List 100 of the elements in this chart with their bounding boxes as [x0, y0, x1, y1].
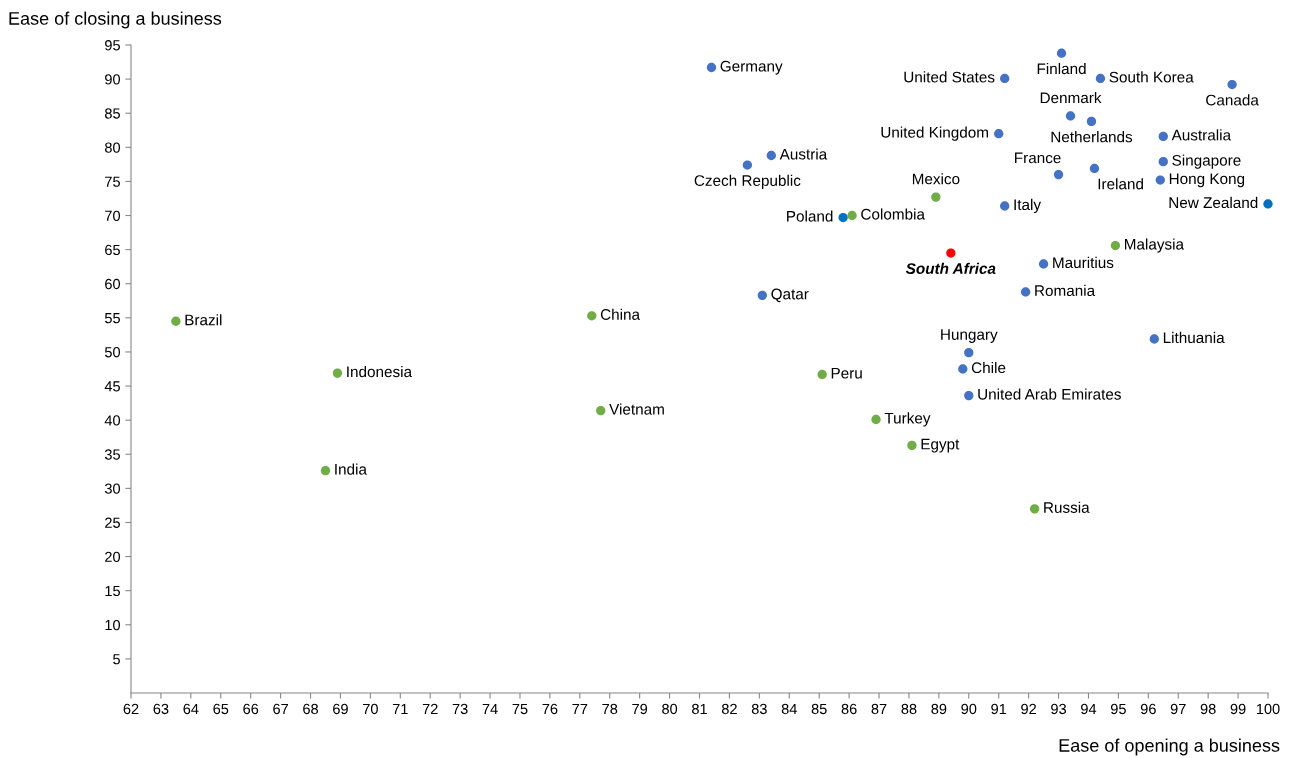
annotation: Indonesia: [347, 365, 413, 378]
point: [1056, 48, 1067, 58]
x-tick-label: 69: [333, 703, 348, 715]
point: [1158, 156, 1168, 167]
annotation: France: [1015, 152, 1061, 164]
y-tick-label: 75: [105, 176, 120, 187]
annotation: Hong Kong: [1169, 173, 1245, 188]
annotation: Denmark: [1040, 91, 1102, 104]
x-tick-label: 97: [1170, 703, 1186, 715]
x-tick-label: 88: [901, 703, 917, 715]
point: [742, 160, 753, 170]
annotation: Austria: [779, 148, 828, 160]
x-tick-label: 66: [243, 703, 259, 715]
annotation: Canada: [1206, 94, 1259, 106]
x-tick-label: 96: [1140, 703, 1156, 715]
annotation: Czech Republic: [694, 174, 801, 190]
x-tick-label: 91: [991, 703, 1007, 715]
x-tick-label: 72: [422, 703, 438, 714]
x-tick-label: 68: [303, 703, 318, 715]
annotation: South Korea: [1109, 71, 1194, 83]
point: [1086, 116, 1097, 127]
point: [931, 192, 941, 202]
annotation: United Arab Emirates: [978, 388, 1121, 400]
annotation: United Kingdom: [881, 126, 988, 141]
y-tick-label: 35: [104, 449, 120, 460]
point: [964, 347, 974, 358]
annotation: Peru: [831, 367, 862, 379]
x-tick-label: 62: [123, 703, 139, 715]
y-tick-label: 40: [104, 415, 121, 426]
point: [1227, 79, 1237, 90]
x-tick-label: 73: [452, 703, 468, 715]
point: [964, 390, 974, 401]
y-tick-label: 5: [113, 654, 120, 665]
annotation: Germany: [720, 60, 783, 75]
point: [596, 405, 606, 416]
annotation: Finland: [1037, 62, 1086, 75]
y-tick-label: 15: [105, 585, 120, 597]
x-tick-label: 93: [1051, 703, 1067, 715]
x-tick-label: 71: [392, 703, 408, 714]
y-axis-title: Ease of closing a business: [9, 11, 222, 29]
x-tick-label: 63: [153, 703, 169, 715]
y-tick-label: 25: [105, 517, 120, 528]
y-tick-label: 10: [105, 619, 121, 631]
point: [946, 248, 956, 258]
point: [706, 62, 717, 73]
x-tick-label: 100: [1256, 703, 1280, 715]
x-tick-label: 99: [1230, 703, 1246, 715]
point: [1029, 504, 1040, 514]
point: [1155, 175, 1165, 185]
point: [587, 311, 597, 321]
point: [1110, 240, 1121, 251]
x-tick-label: 65: [213, 703, 229, 715]
point: [907, 440, 917, 451]
point: [1149, 334, 1159, 344]
y-tick-label: 85: [105, 108, 120, 119]
point: [1020, 287, 1031, 297]
annotation: South Africa: [905, 262, 996, 274]
point: [757, 290, 767, 300]
annotation: Australia: [1171, 129, 1232, 141]
x-tick-label: 79: [632, 703, 648, 715]
x-tick-label: 85: [811, 703, 827, 715]
annotation: Russia: [1044, 501, 1090, 513]
point: [994, 129, 1004, 139]
y-tick-label: 80: [105, 142, 121, 153]
annotation: Chile: [971, 361, 1006, 374]
point: [1000, 201, 1010, 211]
point: [1095, 73, 1106, 84]
x-tick-label: 90: [961, 703, 977, 715]
annotation: Mauritius: [1053, 256, 1114, 269]
annotation: Singapore: [1172, 154, 1241, 169]
x-tick-label: 77: [572, 703, 588, 714]
annotation: Brazil: [185, 314, 222, 326]
y-tick-label: 55: [104, 313, 120, 324]
x-tick-label: 74: [482, 703, 498, 714]
point: [1053, 169, 1064, 180]
y-tick-label: 45: [104, 381, 120, 392]
x-tick-label: 84: [781, 703, 797, 715]
x-tick-label: 76: [542, 703, 558, 715]
annotation: New Zealand: [1169, 196, 1258, 209]
x-tick-label: 78: [602, 703, 618, 715]
point: [332, 368, 343, 378]
y-tick-label: 50: [104, 347, 121, 358]
x-tick-label: 95: [1110, 703, 1126, 715]
point: [1038, 259, 1049, 269]
y-tick-label: 60: [105, 278, 121, 290]
x-tick-label: 94: [1081, 703, 1097, 715]
annotation: Poland: [787, 210, 833, 222]
y-tick-label: 70: [105, 210, 121, 221]
point: [1158, 131, 1168, 142]
x-tick-label: 67: [273, 703, 288, 715]
x-tick-label: 64: [183, 703, 199, 715]
x-tick-label: 98: [1200, 703, 1216, 715]
y-tick-label: 95: [105, 40, 120, 51]
point: [958, 364, 968, 374]
x-tick-label: 83: [751, 703, 767, 715]
annotation: Netherlands: [1051, 131, 1133, 143]
annotation: Turkey: [884, 412, 931, 427]
x-tick-label: 87: [871, 703, 887, 715]
point: [817, 369, 827, 380]
annotation: Colombia: [861, 208, 925, 220]
